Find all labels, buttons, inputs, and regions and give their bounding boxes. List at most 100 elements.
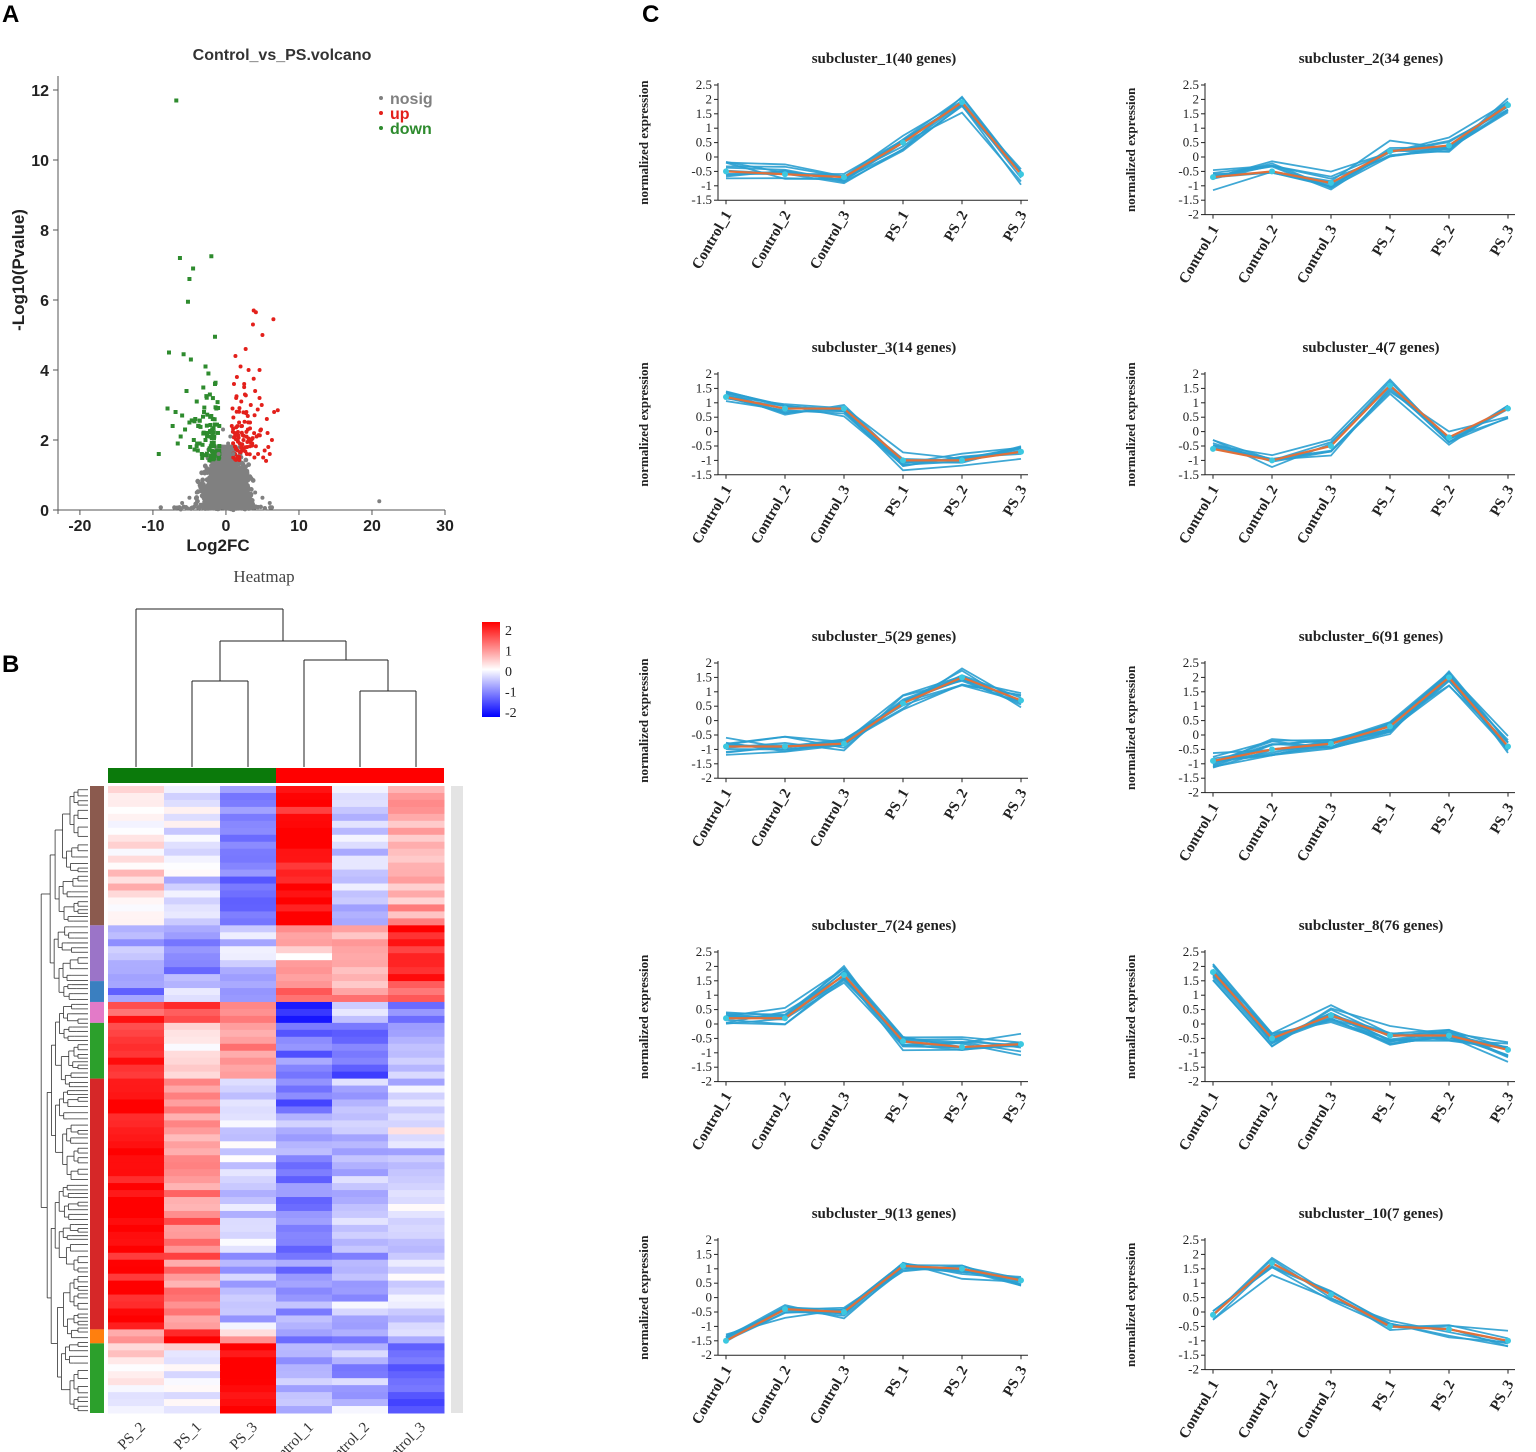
- centroid-point: [1269, 746, 1275, 753]
- volcano-point-nosig: [205, 501, 210, 505]
- heatmap-cell: [108, 1350, 165, 1358]
- heatmap-cell: [332, 988, 389, 996]
- heatmap-cell: [276, 1134, 333, 1142]
- gene-line: [725, 1266, 1022, 1339]
- subcluster-xtick-label: Control_2: [1235, 1090, 1281, 1154]
- heatmap-cell: [108, 1001, 165, 1010]
- heatmap-cell: [276, 820, 333, 829]
- heatmap-cell: [388, 1106, 445, 1114]
- centroid-point: [841, 972, 847, 979]
- heatmap-cell: [276, 1204, 333, 1212]
- heatmap-cell: [164, 988, 221, 996]
- heatmap-cell: [388, 946, 445, 954]
- heatmap-cell: [164, 1148, 221, 1156]
- volcano-point-down: [202, 410, 207, 414]
- subcluster-xtick-label: Control_3: [1294, 223, 1340, 287]
- subcluster-ytick-label: -0.5: [691, 1030, 712, 1045]
- centroid-line: [725, 1264, 1022, 1342]
- subcluster-ylabel: normalized expression: [1123, 87, 1138, 212]
- volcano-point-down: [201, 414, 206, 419]
- heatmap-cell: [332, 1315, 389, 1323]
- gene-line: [725, 391, 1022, 467]
- subcluster-title: subcluster_9(13 genes): [812, 1206, 957, 1222]
- heatmap-cell: [220, 848, 277, 857]
- volcano-point-up: [259, 403, 264, 407]
- volcano-point-nosig: [223, 494, 229, 500]
- heatmap-cell: [164, 799, 221, 808]
- legend-marker-nosig: [379, 96, 383, 100]
- heatmap-cell: [276, 918, 333, 926]
- colorbar-tick: 2: [505, 624, 512, 639]
- heatmap-cell: [108, 1134, 165, 1142]
- heatmap-cell: [220, 1071, 277, 1080]
- volcano-point-up: [255, 407, 260, 412]
- heatmap-cell: [388, 1308, 445, 1316]
- heatmap-cell: [388, 1343, 445, 1351]
- volcano-point-nosig: [253, 490, 258, 495]
- volcano-point-down: [208, 414, 213, 419]
- subcluster-ytick-label: -1: [701, 1045, 712, 1060]
- heatmap-cell: [276, 1301, 333, 1309]
- heatmap-cell: [220, 1015, 277, 1024]
- heatmap-cell: [276, 1148, 333, 1156]
- heatmap-cell: [220, 1336, 277, 1344]
- subcluster-xtick-label: PS_2: [941, 786, 971, 822]
- heatmap-cell: [164, 1001, 221, 1010]
- subcluster-ytick-label: 2: [1193, 366, 1200, 381]
- subcluster-ylabel: normalized expression: [1123, 1242, 1138, 1367]
- centroid-point: [782, 1306, 788, 1313]
- heatmap-cell: [276, 1315, 333, 1323]
- heatmap-cell: [276, 1106, 333, 1114]
- heatmap-cell: [388, 1315, 445, 1323]
- heatmap-cell: [108, 981, 165, 989]
- heatmap-cell: [220, 834, 277, 843]
- volcano-point-up: [230, 406, 235, 411]
- volcano-point-nosig: [236, 483, 242, 489]
- volcano-point-nosig: [224, 500, 230, 505]
- volcano-point-down: [211, 457, 216, 462]
- heatmap-cell: [108, 1050, 165, 1059]
- volcano-ytick-label: 2: [40, 433, 49, 450]
- heatmap-cell: [332, 904, 389, 912]
- gene-line: [725, 1262, 1022, 1342]
- volcano-point-down: [175, 441, 180, 446]
- volcano-point-nosig: [187, 495, 192, 500]
- subcluster-title: subcluster_6(91 genes): [1299, 629, 1444, 645]
- group-bar-control: [276, 768, 444, 783]
- volcano-point-down: [188, 357, 193, 362]
- subcluster-ytick-label: -1: [701, 452, 712, 467]
- heatmap-cell: [388, 1350, 445, 1358]
- heatmap-cell: [332, 1127, 389, 1135]
- heatmap-cell: [164, 1204, 221, 1212]
- subcluster-panel-5: subcluster_5(29 genes) 21.510.50-0.5-1-1.…: [636, 629, 1030, 850]
- volcano-point-nosig: [226, 441, 231, 446]
- heatmap-cell: [108, 1204, 165, 1212]
- heatmap-cell: [388, 960, 445, 968]
- centroid-point: [723, 168, 729, 175]
- heatmap-cell: [220, 827, 277, 836]
- heatmap-cell: [332, 960, 389, 968]
- centroid-point: [1210, 1311, 1216, 1318]
- subcluster-ytick-label: -1.5: [691, 1059, 712, 1074]
- centroid-point: [841, 174, 847, 181]
- volcano-point-nosig: [218, 475, 223, 480]
- heatmap-cell: [220, 1252, 277, 1261]
- subcluster-ytick-label: 1: [1193, 120, 1200, 135]
- subcluster-ytick-label: -0.5: [1178, 163, 1199, 178]
- volcano-point-up: [257, 368, 262, 372]
- subcluster-ylabel: normalized expression: [1123, 665, 1138, 790]
- volcano-ytick-label: 4: [40, 363, 49, 380]
- centroid-point: [959, 1044, 965, 1051]
- heatmap-cell: [276, 1176, 333, 1184]
- heatmap-cell: [108, 1148, 165, 1156]
- subcluster-xtick-label: PS_3: [1000, 1363, 1030, 1399]
- subcluster-ytick-label: 2.5: [1183, 655, 1199, 670]
- heatmap-cell: [220, 1385, 277, 1393]
- heatmap-cell: [220, 960, 277, 968]
- volcano-point-nosig: [212, 497, 217, 502]
- volcano-point-up: [237, 420, 242, 425]
- heatmap-cell: [276, 1099, 333, 1107]
- heatmap-cell: [108, 995, 165, 1003]
- heatmap-cell: [388, 1217, 445, 1226]
- volcano-xtick-label: 30: [436, 518, 454, 535]
